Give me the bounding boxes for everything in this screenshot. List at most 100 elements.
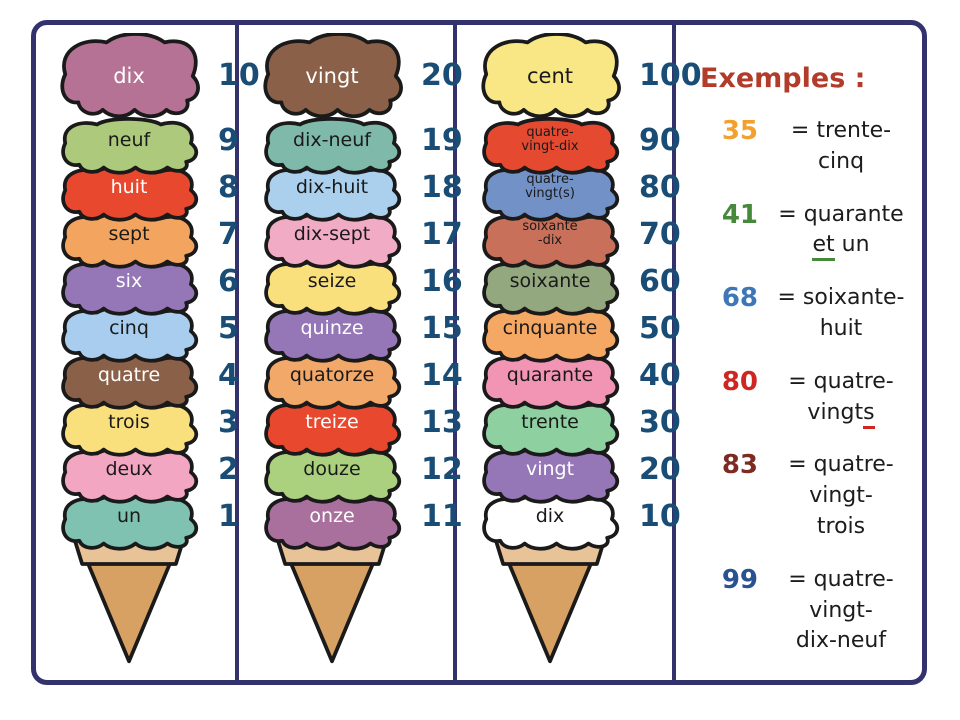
scoop-shape (263, 33, 403, 119)
scoop-number: 4 (218, 358, 239, 393)
examples-title: Exemples : (700, 63, 866, 94)
example-number: 118 (700, 679, 758, 680)
ice-cream-scoop: dix-neuf (257, 117, 407, 175)
example-text: = soixante-huit (768, 283, 914, 345)
scoop-row: trois 3 (54, 399, 239, 457)
example-item: 83 = quatre-vingt- trois (700, 450, 914, 542)
scoop-label: quarante (506, 364, 594, 386)
scoop-number: 8 (218, 170, 239, 205)
scoop-shape (264, 117, 402, 175)
scoop-label: dix-huit (295, 176, 369, 198)
scoop-label: huit (110, 176, 148, 198)
example-number: 35 (721, 116, 758, 146)
scoop-number: 5 (218, 311, 239, 346)
scoop-label: trente (521, 411, 579, 433)
scoop-number: 6 (218, 264, 239, 299)
scoop-label: quatre- vingt-dix (521, 125, 579, 155)
example-word: = quarante (778, 201, 904, 227)
scoop-row: dix-sept 17 (257, 211, 463, 269)
scoop-row: neuf 9 (54, 117, 239, 175)
scoop-label: quatorze (289, 364, 375, 386)
scoop-label: cinquante (502, 317, 598, 339)
ice-cream-scoop: quatre- vingt(s) (475, 164, 625, 222)
examples-column: Exemples : 35 = trente-cinq 41 = quarante e… (676, 25, 922, 680)
scoop-number: 50 (639, 311, 681, 346)
example-word: = cent dix-huit (780, 681, 902, 685)
scoop-row: cinq 5 (54, 305, 239, 363)
scoop-label: quinze (300, 317, 364, 339)
scoop-row: quatre- vingt(s) 80 (475, 164, 681, 222)
scoop-label: vingt (525, 458, 575, 480)
example-item: 118 = cent dix-huit (700, 679, 914, 685)
example-text: = quatre-vingt- trois (768, 450, 914, 542)
example-text: = cent dix-huit (768, 679, 914, 685)
scoop-number: 70 (639, 217, 681, 252)
ice-cream-scoop: dix (475, 493, 625, 551)
scoop-label: douze (303, 458, 361, 480)
underlined-word: et (812, 232, 835, 262)
scoop-shape (60, 33, 200, 119)
scoop-row: dix 10 (475, 493, 681, 551)
scoop-number: 11 (421, 499, 463, 534)
ice-cream-scoop: cinquante (475, 305, 625, 363)
scoop-label: dix-sept (293, 223, 371, 245)
scoop-label: vingt (305, 64, 359, 88)
scoop-number: 40 (639, 358, 681, 393)
example-item: 99 = quatre-vingt- dix-neuf (700, 565, 914, 657)
scoop-number: 17 (421, 217, 463, 252)
cone-icon (72, 537, 186, 664)
example-word: = soixante-huit (777, 285, 905, 341)
example-text: = quarante et un (768, 200, 914, 262)
scoop-label: onze (309, 505, 355, 527)
scoop-number: 30 (639, 405, 681, 440)
scoop-number: 14 (421, 358, 463, 393)
cone-icon (275, 537, 389, 664)
ice-cream-scoop: six (54, 258, 204, 316)
example-item: 80 = quatre-vingts (700, 367, 914, 429)
ice-cream-cone (257, 534, 407, 665)
ice-cream-scoop: dix-sept (257, 211, 407, 269)
scoop-label: dix (535, 505, 565, 527)
ice-cream-scoop: quatre (54, 352, 204, 410)
example-number: 83 (721, 450, 758, 481)
scoop-number: 3 (218, 405, 239, 440)
example-text: = trente-cinq (768, 116, 914, 178)
example-text: = quatre-vingt- dix-neuf (768, 565, 914, 657)
ice-cream-scoop: vingt (475, 446, 625, 504)
scoop-number: 19 (421, 123, 463, 158)
scoop-row: vingt 20 (257, 33, 463, 119)
example-word: = quatre-vingt- trois (788, 452, 894, 539)
scoop-shape (482, 117, 620, 175)
scoop-label: deux (105, 458, 153, 480)
example-item: 35 = trente-cinq (700, 116, 914, 178)
scoop-number: 20 (421, 57, 463, 93)
scoop-row: dix-neuf 19 (257, 117, 463, 175)
scoop-number: 18 (421, 170, 463, 205)
ice-cream-cone (475, 534, 625, 665)
ice-cream-scoop: dix (54, 33, 204, 119)
example-item: 68 = soixante-huit (700, 283, 914, 345)
scoop-number: 13 (421, 405, 463, 440)
example-number: 99 (721, 564, 758, 595)
ice-cream-scoop: quinze (257, 305, 407, 363)
scoop-row: quatre 4 (54, 352, 239, 410)
scoop-number: 7 (218, 217, 239, 252)
scoop-label: trois (108, 411, 150, 433)
example-word: = quatre-vingt- dix-neuf (788, 566, 894, 654)
scoop-label: soixante (509, 270, 591, 292)
ice-cream-scoop: neuf (54, 117, 204, 175)
scoop-row: treize 13 (257, 399, 463, 457)
example-word: = trente-cinq (790, 118, 892, 174)
scoop-label: seize (307, 270, 357, 292)
scoop-number: 10 (218, 57, 260, 93)
scoop-label: dix (113, 64, 145, 88)
scoop-label: sept (108, 223, 150, 245)
scoop-number: 10 (639, 499, 681, 534)
scoop-shape (481, 33, 621, 119)
scoop-number: 12 (421, 452, 463, 487)
underlined-word: s (863, 399, 875, 429)
scoop-number: 20 (639, 452, 681, 487)
scoop-number: 100 (639, 57, 702, 93)
ice-cream-scoop: quatre- vingt-dix (475, 117, 625, 175)
scoop-label: un (116, 505, 142, 527)
